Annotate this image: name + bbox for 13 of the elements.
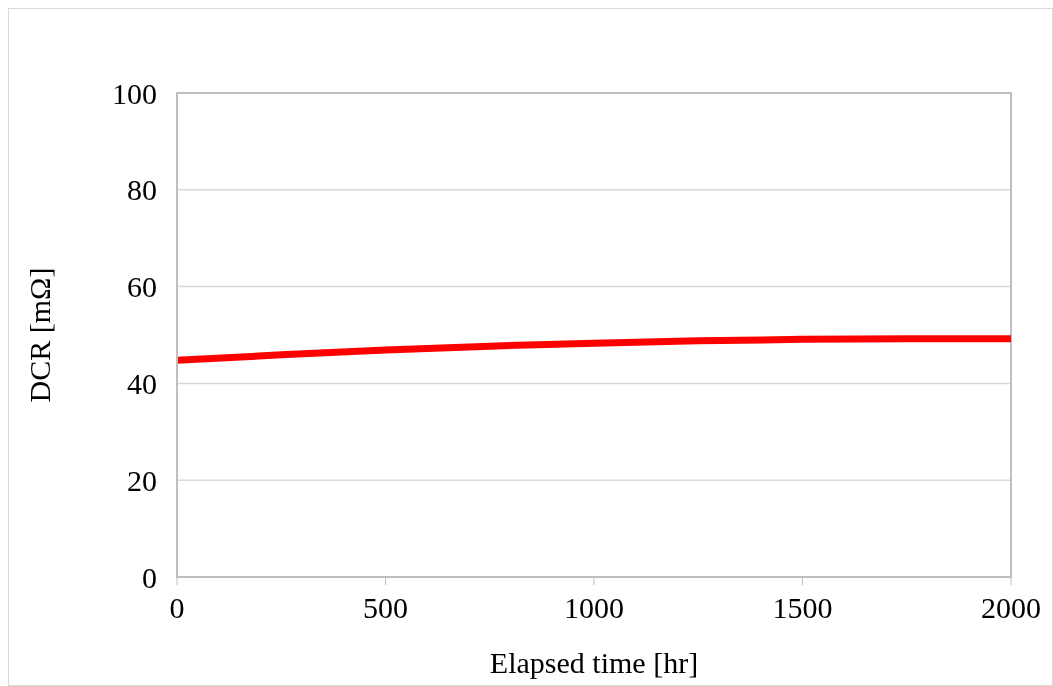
y-axis-title: DCR [mΩ]: [22, 267, 56, 403]
y-tick-label: 80: [127, 173, 157, 207]
y-tick-label: 60: [127, 270, 157, 304]
x-axis-title: Elapsed time [hr]: [489, 646, 699, 679]
x-tick-label: 2000: [981, 591, 1041, 625]
x-tick-label: 1500: [772, 591, 833, 625]
y-tick-label: 0: [142, 560, 157, 594]
y-tick-label: 100: [112, 76, 157, 110]
x-tick-label: 0: [169, 591, 185, 625]
y-tick-label: 20: [127, 463, 157, 497]
x-tick-label: 500: [363, 591, 408, 625]
y-tick-label: 40: [127, 367, 157, 401]
x-tick-label: 1000: [564, 591, 624, 625]
